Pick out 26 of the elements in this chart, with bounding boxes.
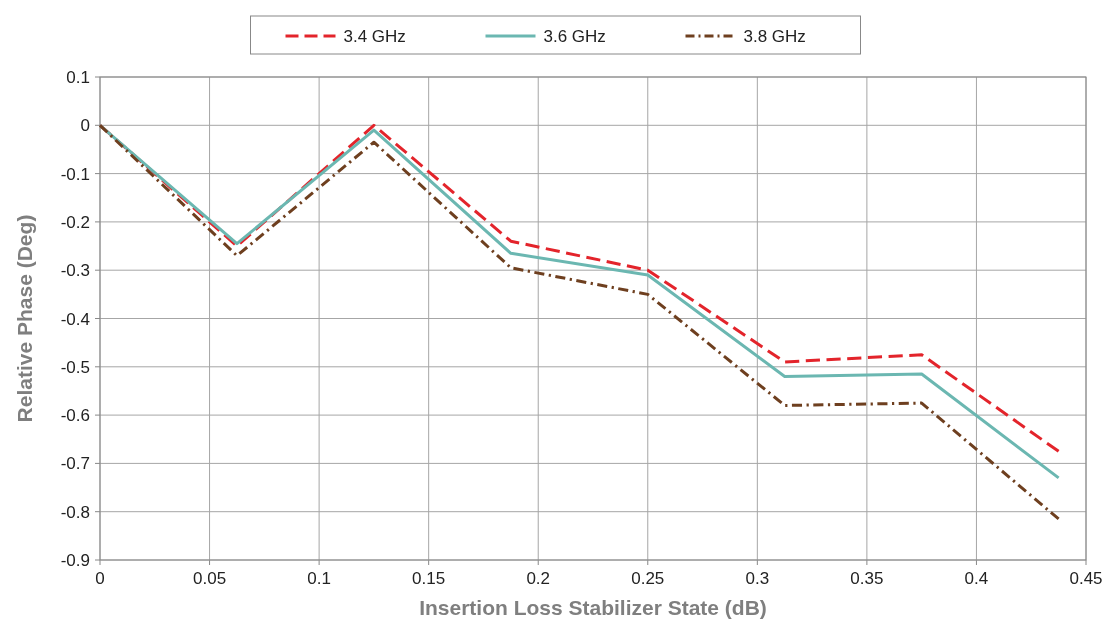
x-tick-label: 0.45 — [1069, 569, 1103, 588]
legend-label: 3.6 GHz — [543, 27, 606, 46]
x-tick-label: 0.35 — [850, 569, 884, 588]
y-tick-label: 0.1 — [66, 68, 90, 87]
y-tick-label: -0.4 — [60, 309, 90, 329]
y-tick-label: 0 — [80, 116, 90, 136]
x-tick-label: 0 — [95, 569, 105, 588]
y-tick-label: -0.8 — [60, 502, 90, 522]
y-tick-label: -0.6 — [60, 406, 90, 426]
legend-label: 3.4 GHz — [343, 27, 406, 46]
x-tick-label: 0.4 — [964, 569, 989, 588]
x-tick-label: 0.25 — [631, 569, 665, 588]
y-tick-label: -0.7 — [60, 454, 90, 474]
x-tick-label: 0.05 — [193, 569, 227, 588]
y-tick-label: -0.2 — [60, 212, 90, 232]
x-tick-label: 0.3 — [745, 569, 770, 588]
x-tick-label: 0.15 — [412, 569, 446, 588]
y-axis-title: Relative Phase (Deg) — [13, 214, 36, 423]
x-tick-label: 0.2 — [526, 569, 551, 588]
y-tick-label: -0.9 — [60, 551, 90, 570]
y-tick-label: -0.5 — [60, 357, 90, 377]
y-tick-label: -0.1 — [60, 164, 90, 184]
x-tick-label: 0.1 — [307, 569, 331, 588]
x-axis-title: Insertion Loss Stabilizer State (dB) — [419, 596, 767, 619]
y-tick-label: -0.3 — [60, 261, 90, 281]
legend-label: 3.8 GHz — [743, 27, 806, 46]
